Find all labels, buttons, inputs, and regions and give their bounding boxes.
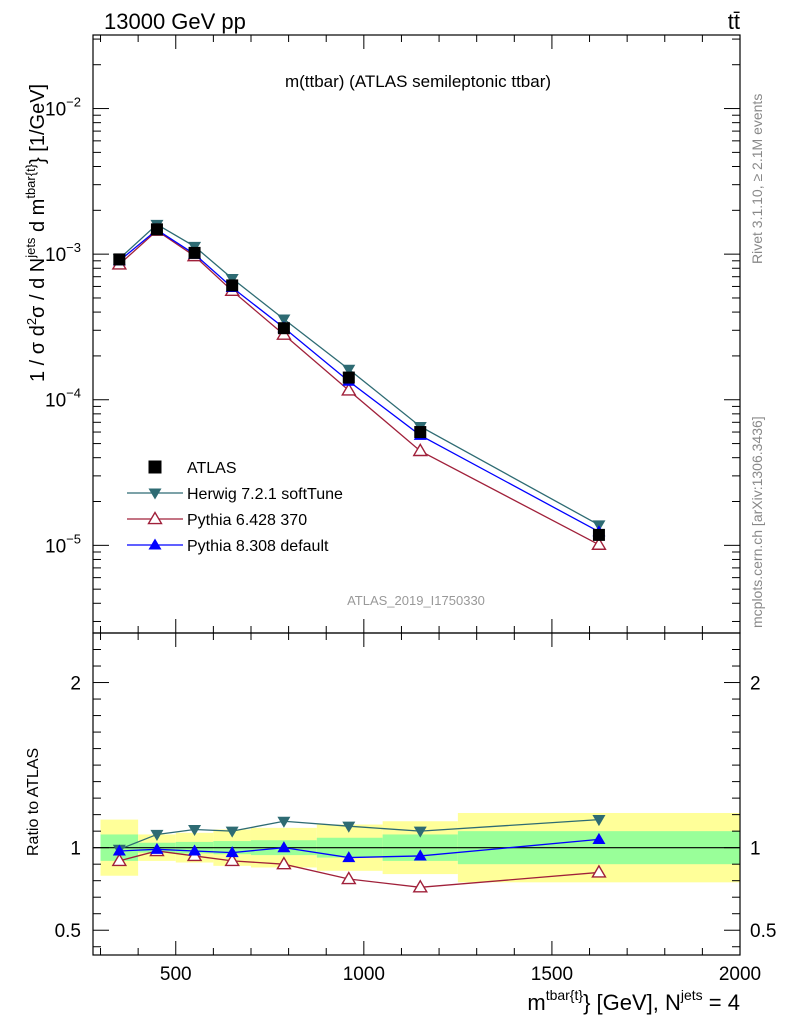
ratio-line-pythia-6-428-370 bbox=[119, 850, 599, 888]
x-tick-label: 500 bbox=[160, 964, 192, 985]
legend-label: Pythia 8.308 default bbox=[187, 538, 329, 555]
ratio-line-pythia-8-308-default bbox=[119, 838, 599, 859]
ratio-point-pythia-6-428-370 bbox=[276, 856, 292, 870]
energy-label: 13000 GeV pp bbox=[104, 9, 246, 34]
ratio-y-tick-label-right: 0.5 bbox=[750, 921, 776, 942]
ratio-y-tick-label-right: 2 bbox=[750, 674, 761, 695]
data-point-atlas bbox=[188, 246, 201, 259]
ratio-point-pythia-6-428-370 bbox=[591, 864, 607, 878]
series-line-herwig-7-2-1-softtune bbox=[118, 223, 600, 526]
data-point-atlas bbox=[342, 371, 355, 384]
ratio-point-herwig-7-2-1-softtune bbox=[277, 816, 291, 828]
y-tick-label: 10−5 bbox=[45, 531, 81, 557]
data-point-atlas bbox=[226, 279, 239, 292]
y-tick-label: 10−4 bbox=[45, 386, 81, 412]
data-point-pythia-6-428-370 bbox=[412, 443, 428, 457]
y-tick-label: 10−2 bbox=[45, 95, 81, 121]
ratio-line-herwig-7-2-1-softtune bbox=[119, 818, 599, 850]
ratio-panel-frame bbox=[92, 632, 741, 956]
ratio-point-herwig-7-2-1-softtune bbox=[150, 829, 164, 841]
legend-label: Pythia 6.428 370 bbox=[187, 512, 307, 529]
data-point-atlas bbox=[277, 322, 290, 335]
ratio-point-pythia-6-428-370 bbox=[224, 852, 240, 867]
rivet-label: Rivet 3.1.10, ≥ 2.1M events bbox=[749, 94, 765, 264]
ratio-point-herwig-7-2-1-softtune bbox=[188, 824, 202, 837]
ratio-y-tick-label: 1 bbox=[70, 839, 81, 860]
ratio-point-pythia-8-308-default bbox=[277, 841, 291, 853]
ratio-point-pythia-8-308-default bbox=[342, 851, 356, 863]
ratio-point-pythia-8-308-default bbox=[225, 846, 239, 858]
ratio-xlabel: mtbar{t}} [GeV], Njets = 4 bbox=[527, 987, 740, 1015]
ratio-point-herwig-7-2-1-softtune bbox=[225, 826, 239, 838]
data-point-pythia-6-428-370 bbox=[591, 536, 607, 550]
legend-marker-herwig-7-2-1-softtune bbox=[148, 488, 162, 500]
ratio-point-herwig-7-2-1-softtune bbox=[342, 821, 356, 833]
x-tick-label: 1000 bbox=[343, 964, 385, 985]
main-ylabel: 1 / σ d2σ / d Njets d mtbar{t}} [1/GeV] bbox=[23, 84, 49, 382]
data-point-herwig-7-2-1-softtune bbox=[342, 364, 356, 376]
data-point-atlas bbox=[592, 528, 605, 541]
ratio-point-herwig-7-2-1-softtune bbox=[592, 815, 606, 827]
legend-label: ATLAS bbox=[187, 460, 237, 477]
series-line-pythia-8-308-default bbox=[118, 228, 600, 533]
legend-label: Herwig 7.2.1 softTune bbox=[187, 486, 343, 503]
main-title: m(ttbar) (ATLAS semileptonic ttbar) bbox=[285, 72, 551, 91]
ratio-y-tick-label: 2 bbox=[70, 674, 81, 695]
y-tick-label: 10−3 bbox=[45, 240, 81, 266]
legend-marker-pythia-6-428-370 bbox=[147, 511, 163, 525]
data-point-atlas bbox=[414, 426, 427, 439]
ratio-point-pythia-8-308-default bbox=[592, 832, 606, 844]
data-point-herwig-7-2-1-softtune bbox=[277, 314, 291, 326]
data-point-atlas bbox=[113, 253, 126, 266]
ratio-point-pythia-6-428-370 bbox=[111, 852, 128, 867]
ratio-point-pythia-8-308-default bbox=[188, 844, 202, 856]
data-point-atlas bbox=[150, 223, 163, 236]
x-tick-label: 1500 bbox=[531, 964, 573, 985]
ratio-point-pythia-8-308-default bbox=[413, 849, 427, 861]
ratio-point-pythia-6-428-370 bbox=[412, 879, 428, 893]
legend-marker-atlas bbox=[148, 460, 162, 474]
x-tick-label: 2000 bbox=[719, 964, 761, 985]
mcplots-label: mcplots.cern.ch [arXiv:1306.3436] bbox=[749, 416, 765, 628]
data-point-pythia-6-428-370 bbox=[341, 382, 357, 396]
ratio-ylabel: Ratio to ATLAS bbox=[25, 748, 42, 856]
process-label: tt̄ bbox=[728, 9, 740, 34]
legend-marker-pythia-8-308-default bbox=[148, 538, 162, 550]
watermark: ATLAS_2019_I1750330 bbox=[347, 593, 485, 608]
ratio-point-pythia-6-428-370 bbox=[341, 871, 357, 885]
ratio-y-tick-label: 0.5 bbox=[55, 921, 81, 942]
ratio-point-herwig-7-2-1-softtune bbox=[413, 826, 427, 838]
ratio-y-tick-label-right: 1 bbox=[750, 839, 761, 860]
ratio-point-pythia-8-308-default bbox=[150, 842, 164, 854]
ratio-point-pythia-8-308-default bbox=[112, 844, 126, 856]
